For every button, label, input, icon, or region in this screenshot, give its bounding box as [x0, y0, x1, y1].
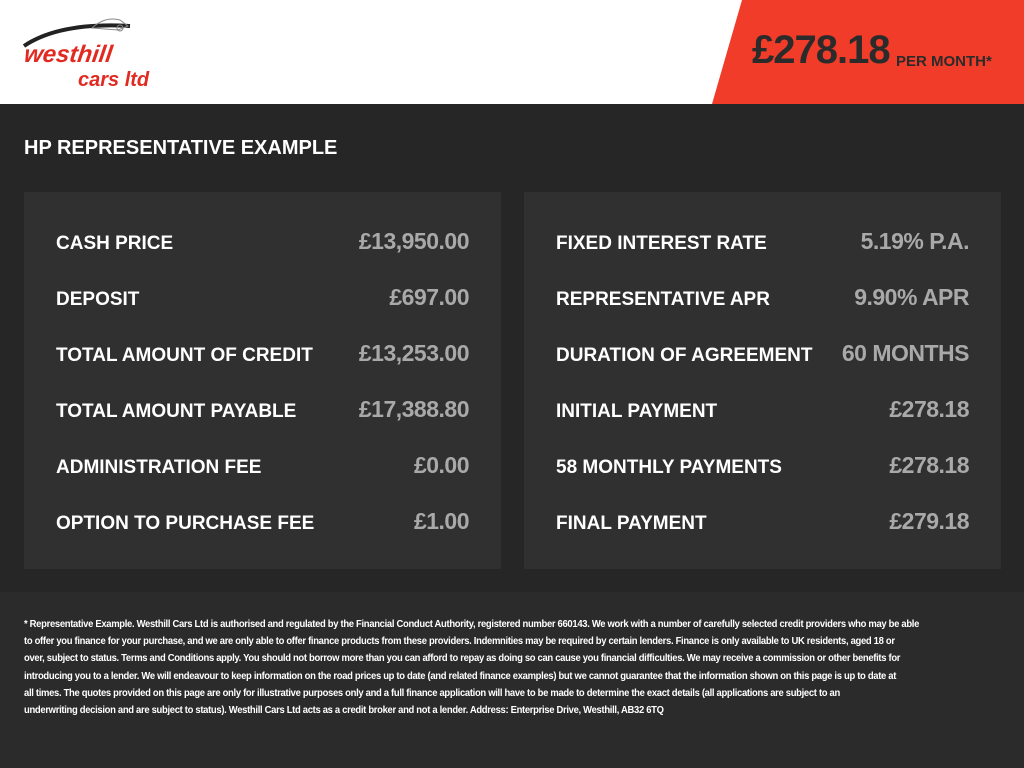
- row-label: ADMINISTRATION FEE: [56, 457, 262, 478]
- finance-row: INITIAL PAYMENT £278.18: [556, 396, 969, 452]
- row-value: £697.00: [389, 284, 469, 310]
- row-label: FINAL PAYMENT: [556, 513, 707, 534]
- finance-row: ADMINISTRATION FEE £0.00: [56, 452, 470, 508]
- disclaimer-line: * Representative Example. Westhill Cars …: [24, 618, 920, 630]
- finance-row: CASH PRICE £13,950.00: [56, 228, 470, 284]
- row-label: DURATION OF AGREEMENT: [556, 345, 813, 366]
- header: westhill cars ltd £278.18 PER MONTH*: [0, 0, 1024, 104]
- disclaimer-line: introducing you to a lender. We will end…: [24, 669, 897, 682]
- row-value: 5.19% P.A.: [860, 228, 970, 254]
- finance-row: DEPOSIT £697.00: [56, 284, 469, 340]
- per-month-label: PER MONTH*: [896, 53, 992, 70]
- row-value: £17,388.80: [358, 396, 470, 422]
- disclaimer-line: over, subject to status. Terms and Condi…: [24, 652, 901, 665]
- finance-row: FINAL PAYMENT £279.18: [556, 508, 969, 564]
- row-value: £1.00: [413, 508, 470, 534]
- price-banner: [712, 0, 1024, 104]
- row-label: DEPOSIT: [56, 289, 140, 310]
- row-label: REPRESENTATIVE APR: [556, 289, 770, 310]
- finance-panel-left: CASH PRICE £13,950.00 DEPOSIT £697.00 TOTA…: [24, 192, 501, 569]
- row-label: OPTION TO PURCHASE FEE: [56, 513, 315, 534]
- section-title: HP REPRESENTATIVE EXAMPLE: [24, 137, 338, 159]
- row-value: 60 MONTHS: [841, 340, 970, 366]
- row-value: £13,950.00: [358, 228, 470, 254]
- row-value: £279.18: [889, 508, 969, 534]
- row-label: FIXED INTEREST RATE: [556, 233, 767, 254]
- row-value: £0.00: [413, 452, 470, 478]
- disclaimer-line: to offer you finance for your purchase, …: [24, 635, 895, 648]
- row-value: £13,253.00: [358, 340, 470, 366]
- row-label: 58 MONTHLY PAYMENTS: [556, 457, 782, 478]
- row-value: £278.18: [889, 452, 969, 478]
- finance-row: OPTION TO PURCHASE FEE £1.00: [56, 508, 470, 564]
- svg-text:cars ltd: cars ltd: [78, 69, 150, 90]
- finance-row: REPRESENTATIVE APR 9.90% APR: [556, 284, 969, 340]
- finance-row: 58 MONTHLY PAYMENTS £278.18: [556, 452, 969, 508]
- finance-row: TOTAL AMOUNT OF CREDIT £13,253.00: [56, 340, 470, 396]
- finance-row: FIXED INTEREST RATE 5.19% P.A.: [556, 228, 970, 284]
- finance-row: TOTAL AMOUNT PAYABLE £17,388.80: [56, 396, 470, 452]
- finance-row: DURATION OF AGREEMENT 60 MONTHS: [556, 340, 970, 396]
- monthly-price: £278.18: [752, 28, 891, 72]
- row-label: INITIAL PAYMENT: [556, 401, 718, 422]
- disclaimer: * Representative Example. Westhill Cars …: [0, 592, 1024, 768]
- row-value: £278.18: [889, 396, 969, 422]
- disclaimer-line: underwriting decision and are subject to…: [24, 704, 664, 717]
- row-label: TOTAL AMOUNT PAYABLE: [56, 401, 297, 422]
- finance-panel-right: FIXED INTEREST RATE 5.19% P.A. REPRESENTA…: [524, 192, 1001, 569]
- disclaimer-line: all times. The quotes provided on this p…: [24, 686, 840, 699]
- svg-text:westhill: westhill: [22, 41, 115, 68]
- row-label: TOTAL AMOUNT OF CREDIT: [56, 345, 313, 366]
- westhill-cars-logo: westhill cars ltd: [22, 18, 150, 90]
- row-value: 9.90% APR: [854, 284, 969, 310]
- row-label: CASH PRICE: [56, 233, 174, 254]
